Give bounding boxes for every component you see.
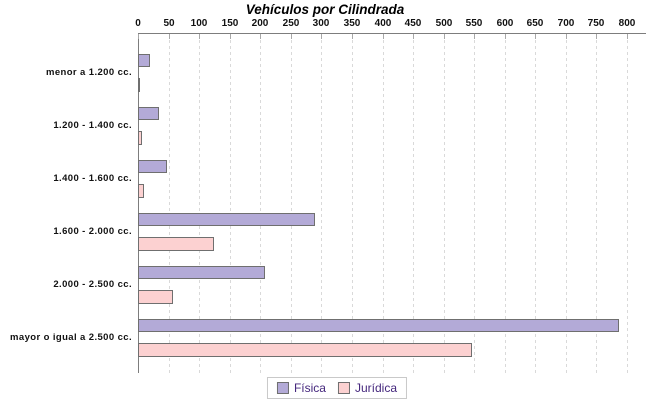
x-tick-label: 0	[135, 18, 141, 29]
chart-title: Vehículos por Cilindrada	[245, 2, 405, 17]
gridline	[291, 34, 292, 373]
gridline	[474, 34, 475, 373]
legend-swatch-fisica	[276, 382, 289, 394]
legend-item: Jurídica	[337, 381, 398, 395]
x-axis-tick	[413, 34, 414, 39]
bar-juridica	[138, 78, 140, 92]
legend-label: Jurídica	[354, 381, 398, 395]
bar-juridica	[138, 184, 144, 198]
x-axis-tick	[596, 34, 597, 39]
x-axis-tick	[383, 34, 384, 39]
x-tick-label: 600	[496, 18, 514, 29]
x-axis-line	[138, 33, 646, 34]
category-label: 1.400 - 1.600 cc.	[53, 173, 132, 184]
x-axis-tick	[535, 34, 536, 39]
category-label: 2.000 - 2.500 cc.	[53, 279, 132, 290]
category-label: menor a 1.200 cc.	[45, 67, 132, 78]
gridline	[596, 34, 597, 373]
bar-fisica	[138, 213, 315, 226]
x-axis-tick	[352, 34, 353, 39]
x-axis-tick	[474, 34, 475, 39]
x-tick-label: 800	[618, 18, 636, 29]
x-tick-label: 150	[221, 18, 239, 29]
gridline	[169, 34, 170, 373]
x-axis-tick	[505, 34, 506, 39]
x-tick-label: 200	[251, 18, 269, 29]
gridline	[505, 34, 506, 373]
legend-swatch-juridica	[337, 382, 350, 394]
bar-juridica	[138, 343, 472, 357]
gridline	[199, 34, 200, 373]
legend: Física Jurídica	[266, 377, 408, 399]
gridline	[260, 34, 261, 373]
x-tick-label: 450	[404, 18, 422, 29]
x-axis-tick	[260, 34, 261, 39]
x-axis-tick	[627, 34, 628, 39]
gridline	[352, 34, 353, 373]
gridline	[321, 34, 322, 373]
x-axis-tick	[566, 34, 567, 39]
bar-fisica	[138, 319, 619, 332]
x-axis-tick	[169, 34, 170, 39]
legend-label: Física	[293, 381, 326, 395]
x-tick-label: 500	[435, 18, 453, 29]
x-tick-label: 650	[526, 18, 544, 29]
bar-fisica	[138, 107, 159, 120]
x-axis-tick	[230, 34, 231, 39]
x-tick-label: 400	[374, 18, 392, 29]
y-axis-line	[138, 33, 139, 373]
category-label: mayor o igual a 2.500 cc.	[10, 332, 132, 343]
gridline	[383, 34, 384, 373]
category-label: 1.600 - 2.000 cc.	[53, 226, 132, 237]
x-tick-label: 50	[163, 18, 175, 29]
gridline	[566, 34, 567, 373]
x-tick-label: 350	[343, 18, 361, 29]
bar-juridica	[138, 131, 142, 145]
x-tick-label: 100	[190, 18, 208, 29]
gridline	[535, 34, 536, 373]
bar-fisica	[138, 266, 265, 279]
x-tick-label: 750	[587, 18, 605, 29]
gridline	[413, 34, 414, 373]
x-axis-tick	[321, 34, 322, 39]
x-axis-tick	[291, 34, 292, 39]
legend-item: Física	[276, 381, 326, 395]
x-axis-tick	[199, 34, 200, 39]
category-label: 1.200 - 1.400 cc.	[53, 120, 132, 131]
bar-juridica	[138, 237, 214, 251]
x-tick-label: 250	[282, 18, 300, 29]
bar-fisica	[138, 54, 150, 67]
gridline	[627, 34, 628, 373]
x-tick-label: 700	[557, 18, 575, 29]
gridline	[230, 34, 231, 373]
gridline	[444, 34, 445, 373]
x-axis-tick	[138, 34, 139, 39]
x-tick-label: 550	[465, 18, 483, 29]
bar-juridica	[138, 290, 173, 304]
x-axis-tick	[444, 34, 445, 39]
x-tick-label: 300	[312, 18, 330, 29]
bar-fisica	[138, 160, 167, 173]
